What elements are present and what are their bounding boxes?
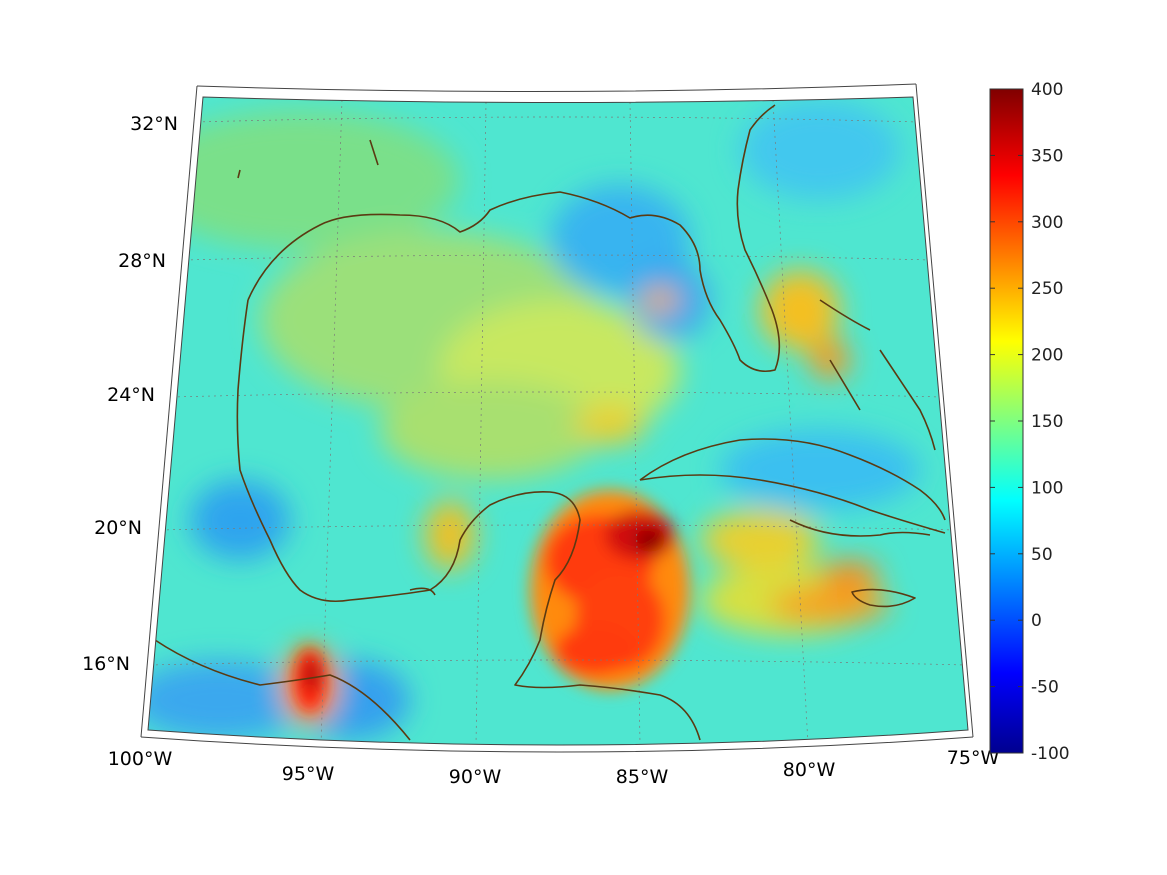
lon-label-100: 100°W: [108, 748, 173, 770]
colorbar-tick-label: 0: [1031, 611, 1042, 631]
latitude-labels: 32°N 28°N 24°N 20°N 16°N: [82, 113, 178, 675]
colorbar-tick-label: -50: [1031, 678, 1059, 698]
colorbar-tick-label: 150: [1031, 412, 1063, 432]
colorbar-tick-label: 50: [1031, 545, 1053, 565]
colorbar-tick-label: 400: [1031, 80, 1063, 100]
lon-label-90: 90°W: [449, 766, 502, 788]
longitude-labels: 100°W 95°W 90°W 85°W 80°W 75°W: [108, 747, 1000, 788]
coastlines: [154, 104, 946, 741]
lon-label-95: 95°W: [282, 763, 335, 785]
lon-label-85: 85°W: [616, 766, 669, 788]
lat-label-32: 32°N: [130, 113, 178, 135]
colorbar-gradient: [989, 88, 1024, 754]
colorbar-tick-label: 250: [1031, 279, 1063, 299]
colorbar-tick-label: 200: [1031, 346, 1063, 366]
colorbar-tick-label: 100: [1031, 478, 1063, 498]
lon-label-75: 75°W: [947, 747, 1000, 769]
map-frame: [140, 83, 974, 753]
lat-label-24: 24°N: [107, 384, 155, 406]
colorbar-tick-label: 300: [1031, 213, 1063, 233]
lon-label-80: 80°W: [783, 759, 836, 781]
field-blobs: [148, 100, 920, 740]
map-field: [148, 97, 968, 745]
colorbar-tick-label: -100: [1031, 744, 1070, 764]
lat-label-20: 20°N: [94, 517, 142, 539]
lat-label-28: 28°N: [118, 250, 166, 272]
colorbar-tick-label: 350: [1031, 146, 1063, 166]
field-hotspots: [294, 490, 690, 712]
colorbar-ticks: 400 350 300 250 200 150 100 50 0 -50 -100: [990, 80, 1070, 764]
graticule: [149, 99, 967, 745]
lat-label-16: 16°N: [82, 653, 130, 675]
colorbar: 400 350 300 250 200 150 100 50 0 -50 -100: [989, 80, 1070, 764]
